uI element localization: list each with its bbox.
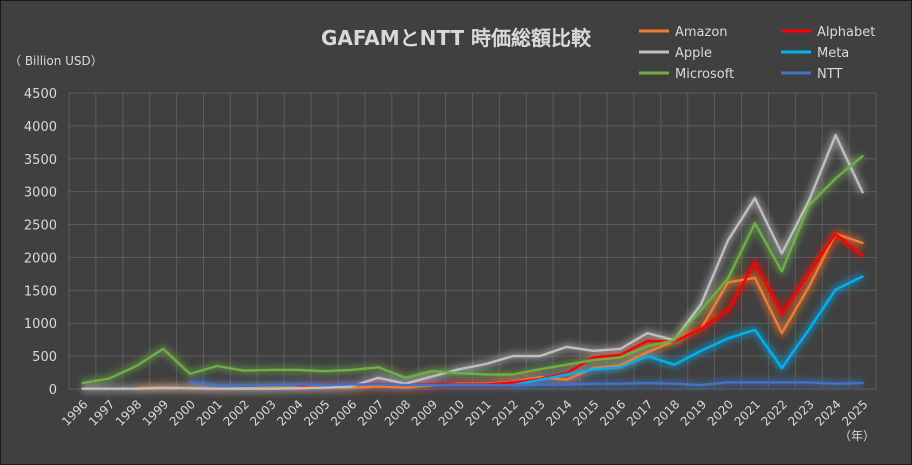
- y-tick-label: 500: [32, 350, 57, 365]
- x-tick-label: 2019: [678, 397, 709, 428]
- x-tick-label: 1997: [86, 397, 117, 428]
- legend-label-microsoft: Microsoft: [675, 67, 734, 82]
- x-axis-ticks: 1996199719981999200020012002200320042005…: [59, 397, 871, 428]
- y-axis-ticks: 0 500 1000 1500 2000 2500 3000 3500 4000 4500: [24, 87, 57, 398]
- legend-item-microsoft: Microsoft: [639, 67, 734, 82]
- legend-label-amazon: Amazon: [675, 25, 728, 40]
- x-tick-label: 2018: [651, 397, 682, 428]
- x-tick-label: 2001: [194, 397, 225, 428]
- x-axis-unit-label: （年）: [839, 429, 875, 443]
- y-tick-label: 4500: [24, 87, 57, 102]
- x-tick-label: 2008: [382, 397, 413, 428]
- x-tick-label: 2016: [597, 397, 628, 428]
- x-tick-label: 2012: [489, 397, 520, 428]
- legend-item-amazon: Amazon: [639, 25, 728, 40]
- x-tick-label: 2021: [732, 397, 763, 428]
- y-tick-label: 3500: [24, 153, 57, 168]
- y-tick-label: 4000: [24, 120, 57, 135]
- x-tick-label: 2010: [436, 397, 467, 428]
- x-tick-label: 2013: [516, 397, 547, 428]
- x-tick-label: 1999: [140, 397, 171, 428]
- chart-title: GAFAMとNTT 時価総額比較: [321, 26, 592, 50]
- y-tick-label: 2500: [24, 219, 57, 234]
- y-tick-label: 3000: [24, 186, 57, 201]
- x-tick-label: 2015: [570, 397, 601, 428]
- series-line-microsoft: [81, 154, 864, 385]
- series-lines: [81, 133, 864, 390]
- legend-item-ntt: NTT: [781, 67, 842, 82]
- gridlines: [68, 92, 877, 390]
- x-tick-label: 2014: [543, 397, 574, 428]
- x-tick-label: 2003: [247, 397, 278, 428]
- legend-label-apple: Apple: [675, 46, 712, 61]
- series-line-apple: [81, 133, 864, 390]
- y-tick-label: 2000: [24, 251, 57, 266]
- y-tick-label: 1000: [24, 317, 57, 332]
- x-tick-label: 1998: [113, 397, 144, 428]
- y-tick-label: 1500: [24, 284, 57, 299]
- legend: Amazon Alphabet Apple Meta Microsoft NTT: [639, 25, 875, 82]
- y-tick-label: 0: [49, 383, 57, 398]
- x-tick-label: 2004: [274, 397, 305, 428]
- x-tick-label: 2023: [785, 397, 816, 428]
- x-tick-label: 2002: [220, 397, 251, 428]
- x-tick-label: 2009: [409, 397, 440, 428]
- series-line-meta: [511, 275, 864, 387]
- x-tick-label: 2017: [624, 397, 655, 428]
- x-tick-label: 2020: [705, 397, 736, 428]
- x-tick-label: 1996: [59, 397, 90, 428]
- x-tick-label: 2000: [167, 397, 198, 428]
- x-tick-label: 2005: [301, 397, 332, 428]
- legend-label-meta: Meta: [817, 46, 849, 61]
- legend-item-alphabet: Alphabet: [781, 25, 875, 40]
- legend-label-ntt: NTT: [817, 67, 842, 82]
- legend-label-alphabet: Alphabet: [817, 25, 875, 40]
- legend-item-apple: Apple: [639, 46, 712, 61]
- x-tick-label: 2006: [328, 397, 359, 428]
- legend-item-meta: Meta: [781, 46, 849, 61]
- x-tick-label: 2022: [758, 397, 789, 428]
- x-tick-label: 2007: [355, 397, 386, 428]
- x-tick-label: 2024: [812, 397, 843, 428]
- x-tick-label: 2011: [463, 397, 494, 428]
- x-tick-label: 2025: [839, 397, 870, 428]
- series-line-ntt: [188, 380, 864, 387]
- y-axis-unit-label: （ Billion USD）: [9, 54, 103, 68]
